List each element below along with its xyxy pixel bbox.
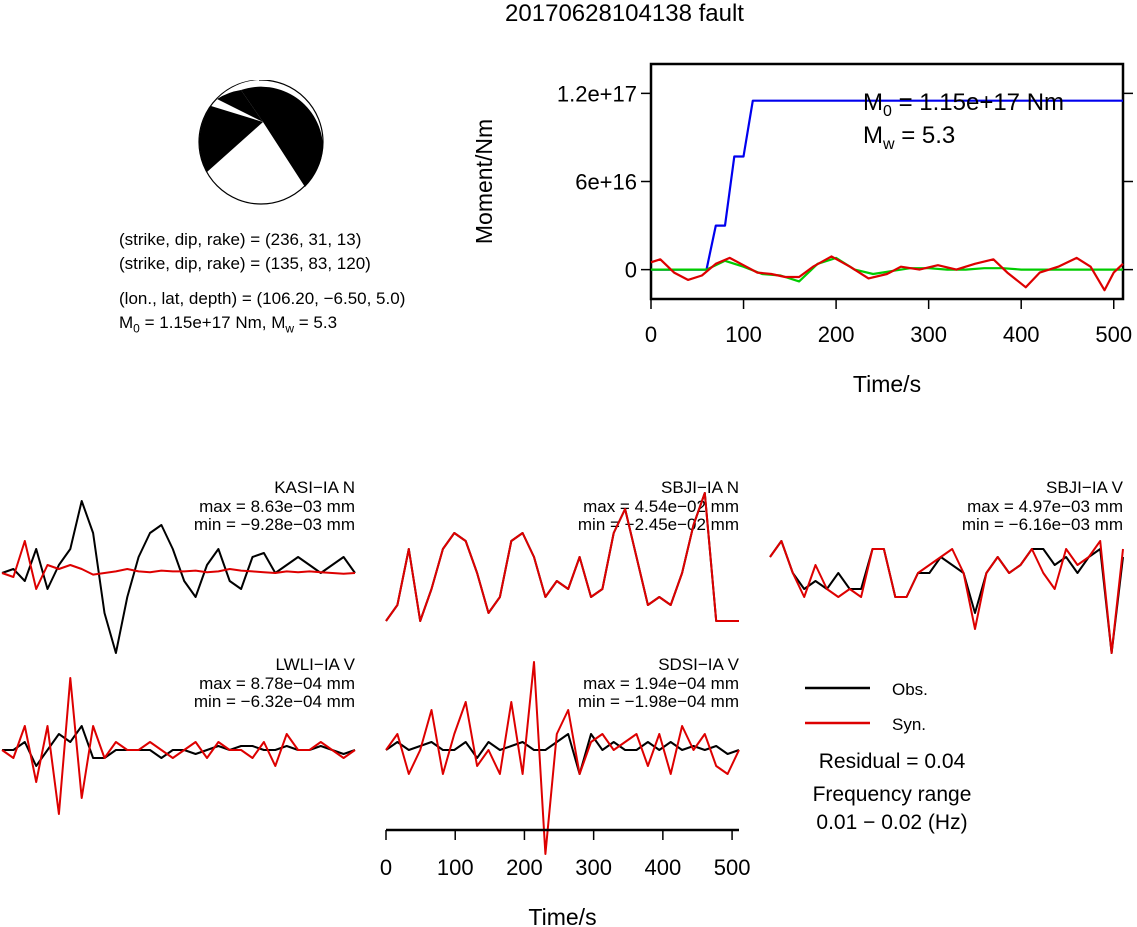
moment-x-tick-label: 300	[910, 322, 947, 347]
moment-x-axis-label: Time/s	[853, 371, 921, 397]
station-min-label: min = −9.28e−03 mm	[194, 515, 355, 534]
frequency-range-value: 0.01 − 0.02 (Hz)	[816, 811, 967, 834]
moment-series-line	[650, 255, 1124, 292]
waveform-x-tick-label: 500	[714, 855, 751, 880]
moment-x-tick-label: 200	[818, 322, 855, 347]
legend-obs-label: Obs.	[892, 680, 928, 699]
station-max-label: max = 8.78e−04 mm	[199, 674, 355, 693]
observed-trace	[769, 540, 1124, 654]
moment-y-axis-label: Moment/Nm	[471, 119, 497, 244]
waveform-x-tick-label: 300	[575, 855, 612, 880]
station-min-label: min = −6.16e−03 mm	[962, 515, 1123, 534]
frequency-range-title: Frequency range	[813, 783, 972, 806]
beachball-compressional-quadrant-left	[199, 106, 263, 172]
moment-y-tick-label: 0	[625, 258, 637, 283]
station-max-label: max = 4.54e−02 mm	[583, 497, 739, 516]
beachball-compressional-top	[217, 90, 263, 122]
waveform-x-tick-label: 100	[437, 855, 474, 880]
plot-title: 20170628104138 fault	[0, 0, 1137, 28]
m0-subscript: 0	[133, 321, 140, 336]
moment-y-tick-label: 6e+16	[575, 170, 637, 195]
beachball-diagram	[198, 80, 324, 205]
observed-trace	[2, 725, 356, 767]
station-label: SDSI−IA V	[658, 655, 739, 674]
moment-mw-annotation: Mw = 5.3	[863, 122, 955, 153]
m0-value: = 1.15e+17 Nm, M	[139, 313, 286, 332]
waveform-x-tick-label: 200	[506, 855, 543, 880]
moment-m0-annotation: M0 = 1.15e+17 Nm	[863, 89, 1064, 120]
nodal-plane-2: (strike, dip, rake) = (135, 83, 120)	[119, 254, 371, 273]
synthetic-trace	[1, 677, 356, 815]
moment-series-line	[651, 99, 1123, 271]
moment-rate-chart: 0 6e+16 1.2e+17 0 100 200 300 400 500 Time/s Momen…	[471, 62, 1133, 397]
station-label: KASI−IA N	[274, 478, 355, 497]
plot-title-text: 20170628104138 fault	[505, 0, 744, 27]
station-min-label: min = −1.98e−04 mm	[578, 692, 739, 711]
nodal-plane-1: (strike, dip, rake) = (236, 31, 13)	[119, 230, 362, 249]
station-max-label: max = 1.94e−04 mm	[583, 674, 739, 693]
station-max-label: max = 4.97e−03 mm	[967, 497, 1123, 516]
station-label: LWLI−IA V	[275, 655, 355, 674]
moment-x-tick-label: 500	[1095, 322, 1132, 347]
station-min-label: min = −6.32e−04 mm	[194, 692, 355, 711]
moment-x-tick-label: 400	[1003, 322, 1040, 347]
observed-trace	[1, 500, 356, 654]
synthetic-trace	[769, 540, 1124, 654]
moment-x-tick-label: 0	[645, 322, 657, 347]
source-location: (lon., lat, depth) = (106.20, −6.50, 5.0…	[119, 289, 406, 308]
synthetic-trace	[1, 540, 356, 590]
station-max-label: max = 8.63e−03 mm	[199, 497, 355, 516]
mw-value: = 5.3	[294, 313, 338, 332]
mw-subscript: w	[285, 321, 295, 336]
moment-x-tick-label: 100	[725, 322, 762, 347]
observed-trace	[385, 733, 740, 775]
waveform-x-tick-label: 400	[645, 855, 682, 880]
m0-symbol: M	[119, 313, 134, 332]
moment-magnitude-line: M0 = 1.15e+17 Nm, Mw = 5.3	[119, 313, 337, 338]
station-label: SBJI−IA V	[1046, 478, 1124, 497]
residual-label: Residual = 0.04	[819, 750, 966, 773]
station-min-label: min = −2.45e−02 mm	[578, 515, 739, 534]
synthetic-trace	[385, 492, 739, 622]
waveform-x-axis-label: Time/s	[528, 904, 596, 927]
moment-y-tick-label: 1.2e+17	[557, 81, 637, 106]
beachball-compressional-quadrant-right	[241, 86, 323, 187]
synthetic-trace	[385, 661, 740, 855]
station-label: SBJI−IA N	[661, 478, 739, 497]
waveform-x-tick-label: 0	[380, 855, 392, 880]
legend-syn-label: Syn.	[892, 715, 926, 734]
